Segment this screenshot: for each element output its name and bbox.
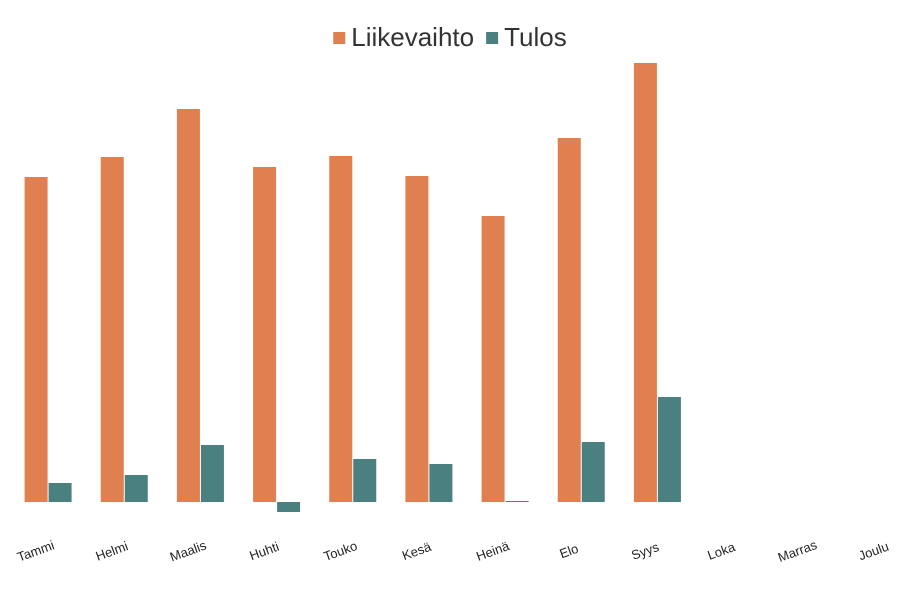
legend-swatch: [486, 32, 499, 44]
x-tick-label: Syys: [629, 539, 661, 563]
bar: [633, 63, 657, 502]
x-tick-label: Loka: [705, 539, 737, 563]
x-tick-label: Huhti: [247, 539, 281, 564]
legend-label: Liikevaihto: [351, 22, 474, 52]
x-tick-label: Touko: [322, 538, 360, 564]
bar: [405, 176, 429, 502]
bar: [505, 501, 529, 502]
bar: [581, 442, 605, 502]
bar: [124, 475, 148, 502]
legend-label: Tulos: [504, 22, 567, 52]
bar: [176, 109, 200, 502]
x-tick-label: Maalis: [168, 537, 209, 564]
bar: [353, 459, 377, 502]
x-tick-label: Kesä: [400, 539, 434, 563]
x-tick-label: Marras: [776, 537, 820, 565]
bar: [277, 502, 301, 512]
bar: [200, 445, 224, 502]
bar: [253, 167, 277, 502]
x-tick-label: Heinä: [474, 538, 512, 564]
bar: [24, 177, 48, 502]
x-tick-label: Elo: [557, 541, 580, 562]
bar: [429, 464, 453, 502]
bar: [481, 216, 505, 502]
bar: [557, 138, 581, 502]
bar: [100, 157, 124, 502]
bar: [329, 156, 353, 502]
x-tick-label: Tammi: [15, 537, 56, 564]
bar: [657, 397, 681, 502]
x-tick-label: Joulu: [856, 539, 890, 564]
bar: [48, 483, 72, 502]
x-tick-label: Helmi: [94, 538, 130, 563]
legend-swatch: [333, 32, 346, 44]
